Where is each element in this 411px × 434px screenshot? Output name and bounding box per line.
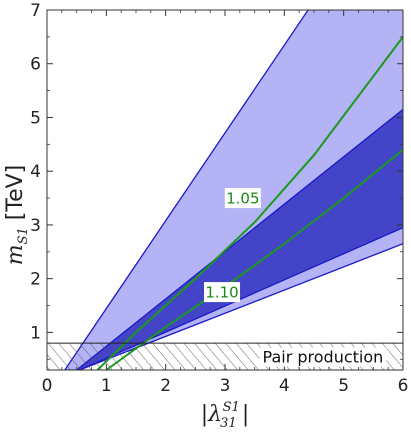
y-tick-label: 6 — [30, 55, 41, 75]
contour-label-text: 1.10 — [205, 284, 238, 302]
x-tick-label: 3 — [220, 376, 231, 396]
x-tick-label: 0 — [42, 376, 53, 396]
y-tick-label: 1 — [30, 323, 41, 343]
y-tick-label: 4 — [30, 162, 41, 182]
contour-label-background — [204, 282, 241, 303]
contour-label-1: 1.05 — [224, 188, 261, 209]
band-inner — [75, 108, 403, 370]
y-axis-title: mS1 [TeV] — [3, 165, 31, 266]
x-tick-label: 1 — [101, 376, 112, 396]
x-axis-title: |λ31S1| — [201, 400, 250, 431]
y-tick-label: 2 — [30, 270, 41, 290]
x-tick-label: 6 — [398, 376, 409, 396]
contour-line-1 — [96, 36, 403, 370]
excluded-region-label: Pair production — [263, 348, 384, 367]
excluded-label-background — [259, 347, 387, 367]
y-tick-label: 3 — [30, 216, 41, 236]
contour-label-background — [224, 188, 261, 209]
contour-line-2 — [105, 148, 403, 370]
x-tick-label: 4 — [279, 376, 290, 396]
contour-label-2: 1.10 — [204, 282, 241, 303]
x-tick-label: 2 — [160, 376, 171, 396]
y-tick-label: 5 — [30, 108, 41, 128]
x-tick-label: 5 — [338, 376, 349, 396]
contour-label-text: 1.05 — [226, 190, 259, 208]
y-tick-label: 7 — [30, 1, 41, 21]
